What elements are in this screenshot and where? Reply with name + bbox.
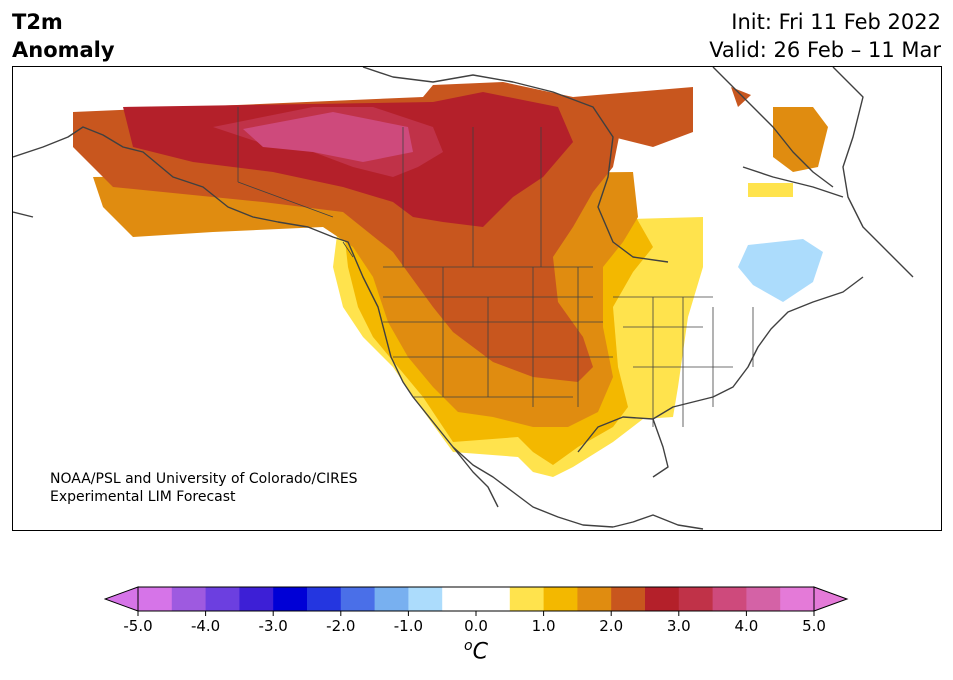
colorbar-swatch — [273, 587, 308, 611]
colorbar-swatch — [340, 587, 376, 611]
colorbar-swatch — [712, 587, 747, 611]
map-title-line1: T2m — [12, 10, 63, 34]
anomaly-region-cold-lakes — [738, 239, 823, 302]
anomaly-region-2-5c-isle — [731, 87, 751, 107]
colorbar-swatch — [645, 587, 680, 611]
colorbar: -5.0 -4.0 -3.0 -2.0 -1.0 0.0 1.0 2.0 3.0 4.0 5.0 — [103, 586, 854, 650]
forecast-info: Init: Fri 11 Feb 2022 Valid: 26 Feb – 11… — [709, 8, 941, 64]
coastlines — [13, 67, 914, 530]
anomaly-region-2-5c-east — [573, 87, 693, 147]
colorbar-extend-low — [103, 586, 139, 612]
colorbar-swatch — [509, 587, 545, 611]
colorbar-swatch — [780, 587, 815, 611]
colorbar-swatch — [239, 587, 274, 611]
init-date: Init: Fri 11 Feb 2022 — [731, 10, 941, 34]
anomaly-region-2c-ne — [773, 107, 828, 172]
colorbar-swatch — [543, 587, 578, 611]
colorbar-tick-label: 2.0 — [599, 617, 623, 635]
colorbar-svg: -5.0 -4.0 -3.0 -2.0 -1.0 0.0 1.0 2.0 3.0 4.0 5.0 — [103, 586, 849, 635]
colorbar-swatch — [205, 587, 240, 611]
anomaly-fill-layers — [73, 82, 828, 477]
credit-line1: NOAA/PSL and University of Colorado/CIRE… — [50, 471, 358, 487]
colorbar-swatch — [408, 587, 443, 611]
colorbar-unit-c: C — [472, 639, 488, 665]
colorbar-swatch — [138, 587, 173, 611]
colorbar-unit-degree: o — [464, 638, 473, 654]
colorbar-tick-label: -5.0 — [123, 617, 152, 635]
anomaly-region-1c-north — [748, 183, 793, 197]
map-canvas: NOAA/PSL and University of Colorado/CIRE… — [13, 67, 914, 530]
colorbar-tick-label: 1.0 — [532, 617, 556, 635]
colorbar-swatch — [678, 587, 714, 611]
colorbar-tick-label: -1.0 — [394, 617, 423, 635]
credit-line2: Experimental LIM Forecast — [50, 489, 236, 505]
colorbar-extend-high — [813, 586, 849, 612]
map-title-line2: Anomaly — [12, 38, 115, 62]
colorbar-tick-label: 0.0 — [464, 617, 488, 635]
colorbar-unit-label: oC — [460, 638, 492, 664]
colorbar-swatch — [307, 587, 342, 611]
colorbar-tick-label: 4.0 — [734, 617, 758, 635]
colorbar-tick-label: -4.0 — [191, 617, 220, 635]
colorbar-tick-label: -3.0 — [259, 617, 288, 635]
colorbar-swatch — [374, 587, 409, 611]
colorbar-swatch — [442, 587, 477, 611]
grid-note-text: NOAA/PSL and University of Colorado/CIRE… — [50, 471, 358, 505]
anomaly-map: NOAA/PSL and University of Colorado/CIRE… — [12, 66, 942, 531]
valid-range: Valid: 26 Feb – 11 Mar — [709, 38, 941, 62]
colorbar-swatch — [476, 587, 511, 611]
colorbar-tick-label: -2.0 — [326, 617, 355, 635]
colorbar-tick-label: 5.0 — [802, 617, 826, 635]
colorbar-tick-label: 3.0 — [667, 617, 691, 635]
colorbar-swatch — [171, 587, 207, 611]
anomaly-region-4c — [243, 112, 413, 162]
colorbar-swatch — [577, 587, 612, 611]
colorbar-swatch — [746, 587, 781, 611]
colorbar-swatch — [611, 587, 646, 611]
state-province-borders — [237, 107, 754, 427]
map-title: T2m Anomaly — [12, 8, 115, 64]
